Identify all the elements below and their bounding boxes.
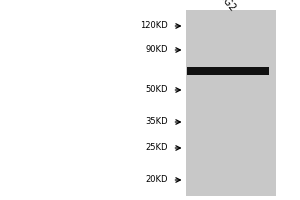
Text: 20KD: 20KD — [146, 176, 168, 184]
Text: 90KD: 90KD — [146, 46, 168, 54]
Text: HepG2: HepG2 — [208, 0, 238, 14]
Text: 50KD: 50KD — [146, 85, 168, 94]
Text: 35KD: 35KD — [146, 117, 168, 127]
Text: 25KD: 25KD — [146, 144, 168, 152]
Bar — [186, 10, 276, 196]
Bar — [187, 67, 269, 75]
Text: 120KD: 120KD — [140, 21, 168, 30]
